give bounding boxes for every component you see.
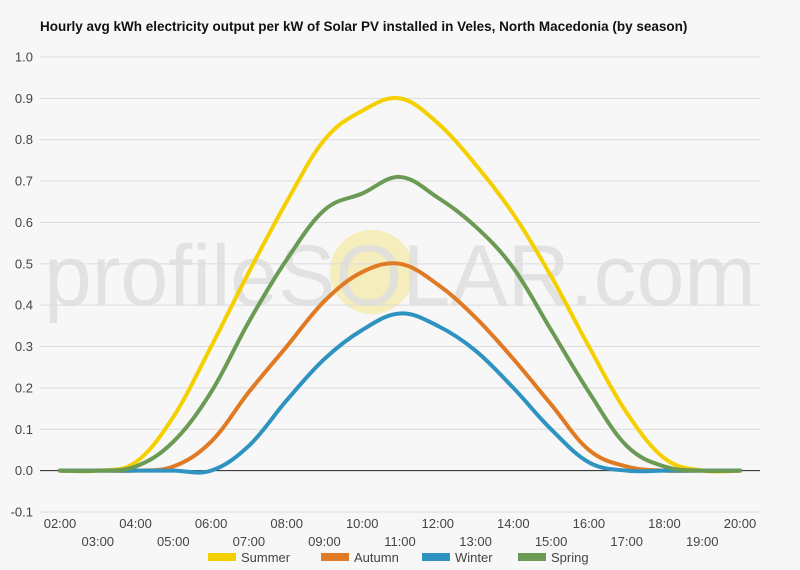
legend: Summer Autumn Winter Spring [208,550,589,565]
watermark-text: profileSOLAR.com [44,228,756,324]
x-tick-label: 02:00 [44,516,77,531]
y-tick-label: 0.0 [15,463,33,478]
y-tick-label: 0.9 [15,91,33,106]
y-axis: 1.0 0.9 0.8 0.7 0.6 0.5 0.4 0.3 0.2 0.1 0.0 -0.1 [11,50,33,520]
series-line-autumn [58,261,742,473]
y-tick-label: 0.3 [15,339,33,354]
legend-swatch-summer [208,553,236,561]
x-tick-label: 03:00 [82,534,115,549]
x-tick-label: 15:00 [535,534,568,549]
y-tick-label: 0.2 [15,380,33,395]
x-tick-label: 16:00 [573,516,606,531]
y-tick-label: 0.8 [15,132,33,147]
y-tick-label: 0.4 [15,298,33,313]
x-tick-label: 18:00 [648,516,681,531]
x-tick-label: 17:00 [610,534,643,549]
x-tick-label: 20:00 [724,516,757,531]
x-tick-label: 14:00 [497,516,530,531]
legend-label-autumn: Autumn [354,550,399,565]
legend-label-summer: Summer [241,550,291,565]
legend-swatch-spring [518,553,546,561]
y-tick-label: 0.5 [15,256,33,271]
x-tick-label: 08:00 [270,516,303,531]
x-tick-label: 06:00 [195,516,228,531]
series-lines [58,95,742,475]
legend-swatch-autumn [321,553,349,561]
x-tick-label: 07:00 [233,534,266,549]
y-tick-label: -0.1 [11,505,33,520]
x-tick-label: 09:00 [308,534,341,549]
watermark: profileSOLAR.com [44,228,756,324]
legend-label-winter: Winter [455,550,493,565]
x-tick-label: 13:00 [459,534,492,549]
y-tick-label: 0.1 [15,422,33,437]
x-tick-label: 19:00 [686,534,719,549]
y-tick-label: 1.0 [15,50,33,65]
x-axis: 02:00 03:00 04:00 05:00 06:00 07:00 08:00 09:00… [44,516,757,549]
x-tick-label: 04:00 [119,516,152,531]
x-tick-label: 10:00 [346,516,379,531]
series-line-winter [58,311,742,475]
y-tick-label: 0.7 [15,174,33,189]
x-tick-label: 11:00 [384,534,416,549]
legend-swatch-winter [422,553,450,561]
series-line-summer [58,95,742,474]
legend-label-spring: Spring [551,550,589,565]
watermark-sun [330,230,414,314]
x-tick-label: 12:00 [422,516,455,531]
series-line-spring [58,174,742,473]
y-tick-label: 0.6 [15,215,33,230]
x-tick-label: 05:00 [157,534,190,549]
chart-title: Hourly avg kWh electricity output per kW… [40,19,688,34]
